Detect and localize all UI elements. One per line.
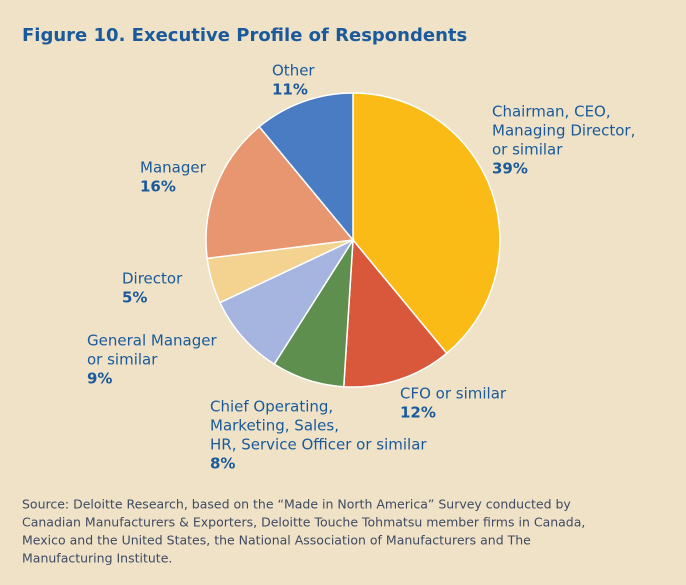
slice-label: Manager (140, 159, 207, 177)
slice-value-label: 39% (492, 160, 528, 178)
slice-label: Marketing, Sales, (210, 417, 339, 435)
pie-slice (205, 125, 355, 260)
pie-slice (218, 238, 356, 366)
slice-label: Chief Operating, (210, 398, 333, 416)
chart-title: Figure 10. Executive Profile of Responde… (22, 25, 467, 46)
source-note: Mexico and the United States, the Nation… (22, 533, 531, 548)
slice-label: CFO or similar (400, 385, 507, 403)
slice-label: Chairman, CEO, (492, 103, 611, 121)
slice-value-label: 9% (87, 370, 112, 388)
slice-value-label: 12% (400, 404, 436, 422)
slice-value-label: 5% (122, 289, 147, 307)
slice-label: General Manager (87, 332, 217, 350)
source-note: Canadian Manufacturers & Exporters, Delo… (22, 515, 585, 530)
pie-slice (342, 238, 448, 388)
slice-value-label: 16% (140, 178, 176, 196)
source-note: Manufacturing Institute. (22, 551, 172, 566)
slice-label: Other (272, 62, 315, 80)
slice-label: HR, Service Officer or similar (210, 436, 427, 454)
slice-label: or similar (87, 351, 158, 369)
slice-label: Managing Director, (492, 122, 635, 140)
pie-slice (352, 92, 501, 355)
slice-value-label: 11% (272, 81, 308, 99)
slice-label: or similar (492, 141, 563, 159)
slice-value-label: 8% (210, 455, 235, 473)
source-note: Source: Deloitte Research, based on the … (22, 497, 571, 512)
slice-label: Director (122, 270, 183, 288)
pie-slice (258, 92, 354, 243)
